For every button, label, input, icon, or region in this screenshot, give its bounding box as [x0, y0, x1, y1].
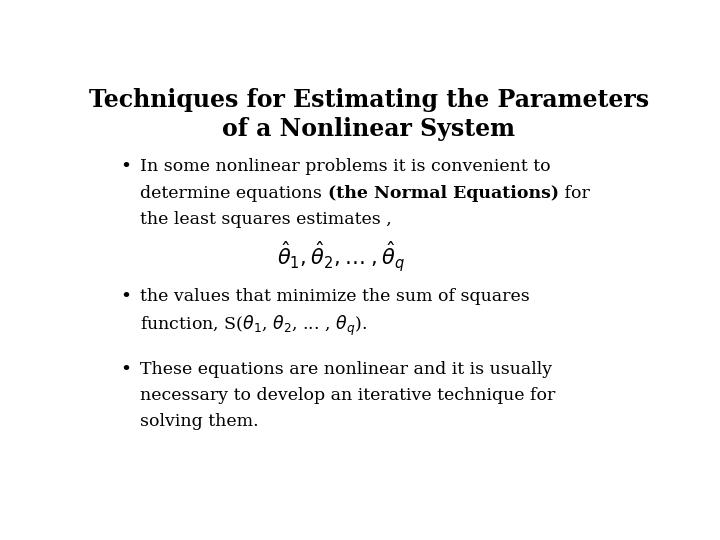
Text: necessary to develop an iterative technique for: necessary to develop an iterative techni…: [140, 387, 556, 404]
Text: •: •: [121, 361, 132, 379]
Text: solving them.: solving them.: [140, 414, 259, 430]
Text: function, S($\theta_1$, $\theta_2$, ... , $\theta_q$).: function, S($\theta_1$, $\theta_2$, ... …: [140, 314, 367, 338]
Text: Techniques for Estimating the Parameters: Techniques for Estimating the Parameters: [89, 87, 649, 112]
Text: (the Normal Equations): (the Normal Equations): [328, 185, 559, 201]
Text: •: •: [121, 158, 132, 177]
Text: In some nonlinear problems it is convenient to: In some nonlinear problems it is conveni…: [140, 158, 551, 176]
Text: the least squares estimates ,: the least squares estimates ,: [140, 211, 392, 228]
Text: the values that minimize the sum of squares: the values that minimize the sum of squa…: [140, 288, 530, 305]
Text: determine equations: determine equations: [140, 185, 328, 201]
Text: •: •: [121, 288, 132, 306]
Text: $\hat{\theta}_1, \hat{\theta}_2, \ldots\;, \hat{\theta}_q$: $\hat{\theta}_1, \hat{\theta}_2, \ldots\…: [277, 240, 405, 274]
Text: of a Nonlinear System: of a Nonlinear System: [222, 117, 516, 141]
Text: These equations are nonlinear and it is usually: These equations are nonlinear and it is …: [140, 361, 552, 378]
Text: for: for: [559, 185, 590, 201]
